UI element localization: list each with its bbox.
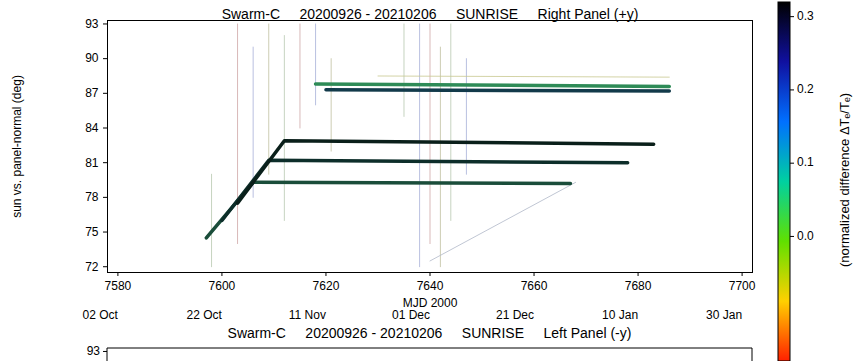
svg-text:78: 78 (85, 190, 99, 204)
svg-text:10 Jan: 10 Jan (602, 308, 638, 322)
svg-text:7640: 7640 (417, 279, 444, 293)
svg-text:7620: 7620 (313, 279, 340, 293)
svg-text:7600: 7600 (209, 279, 236, 293)
svg-text:11 Nov: 11 Nov (289, 308, 326, 322)
svg-text:90: 90 (85, 51, 99, 65)
svg-text:0.2: 0.2 (797, 82, 814, 96)
svg-text:21 Dec: 21 Dec (496, 308, 534, 322)
svg-text:93: 93 (87, 344, 101, 358)
svg-text:Swarm-C 20200926 - 2021020: Swarm-C 20200926 - 20210206 SUNRISE Righ… (222, 6, 639, 22)
svg-text:84: 84 (85, 121, 99, 135)
svg-text:87: 87 (85, 86, 99, 100)
svg-text:22 Oct: 22 Oct (187, 308, 223, 322)
svg-text:MJD 2000: MJD 2000 (402, 295, 458, 310)
svg-text:02 Oct: 02 Oct (83, 308, 119, 322)
svg-text:81: 81 (85, 156, 99, 170)
svg-text:75: 75 (85, 225, 99, 239)
svg-text:(normalized difference ΔTₑ/Tₑ): (normalized difference ΔTₑ/Tₑ) (837, 93, 852, 267)
svg-text:sun vs. panel-normal (deg): sun vs. panel-normal (deg) (10, 75, 24, 218)
svg-text:Swarm-C 20200926 - 2021020: Swarm-C 20200926 - 20210206 SUNRISE Left… (228, 325, 632, 341)
svg-text:93: 93 (85, 17, 99, 31)
svg-text:30 Jan: 30 Jan (706, 308, 742, 322)
svg-text:7660: 7660 (521, 279, 548, 293)
svg-text:72: 72 (85, 260, 99, 274)
svg-text:0.0: 0.0 (797, 229, 814, 243)
svg-text:7700: 7700 (729, 279, 756, 293)
svg-text:0.3: 0.3 (797, 9, 814, 23)
svg-text:7580: 7580 (105, 279, 132, 293)
svg-text:0.1: 0.1 (797, 155, 814, 169)
svg-text:7680: 7680 (625, 279, 652, 293)
svg-text:01 Dec: 01 Dec (392, 308, 430, 322)
